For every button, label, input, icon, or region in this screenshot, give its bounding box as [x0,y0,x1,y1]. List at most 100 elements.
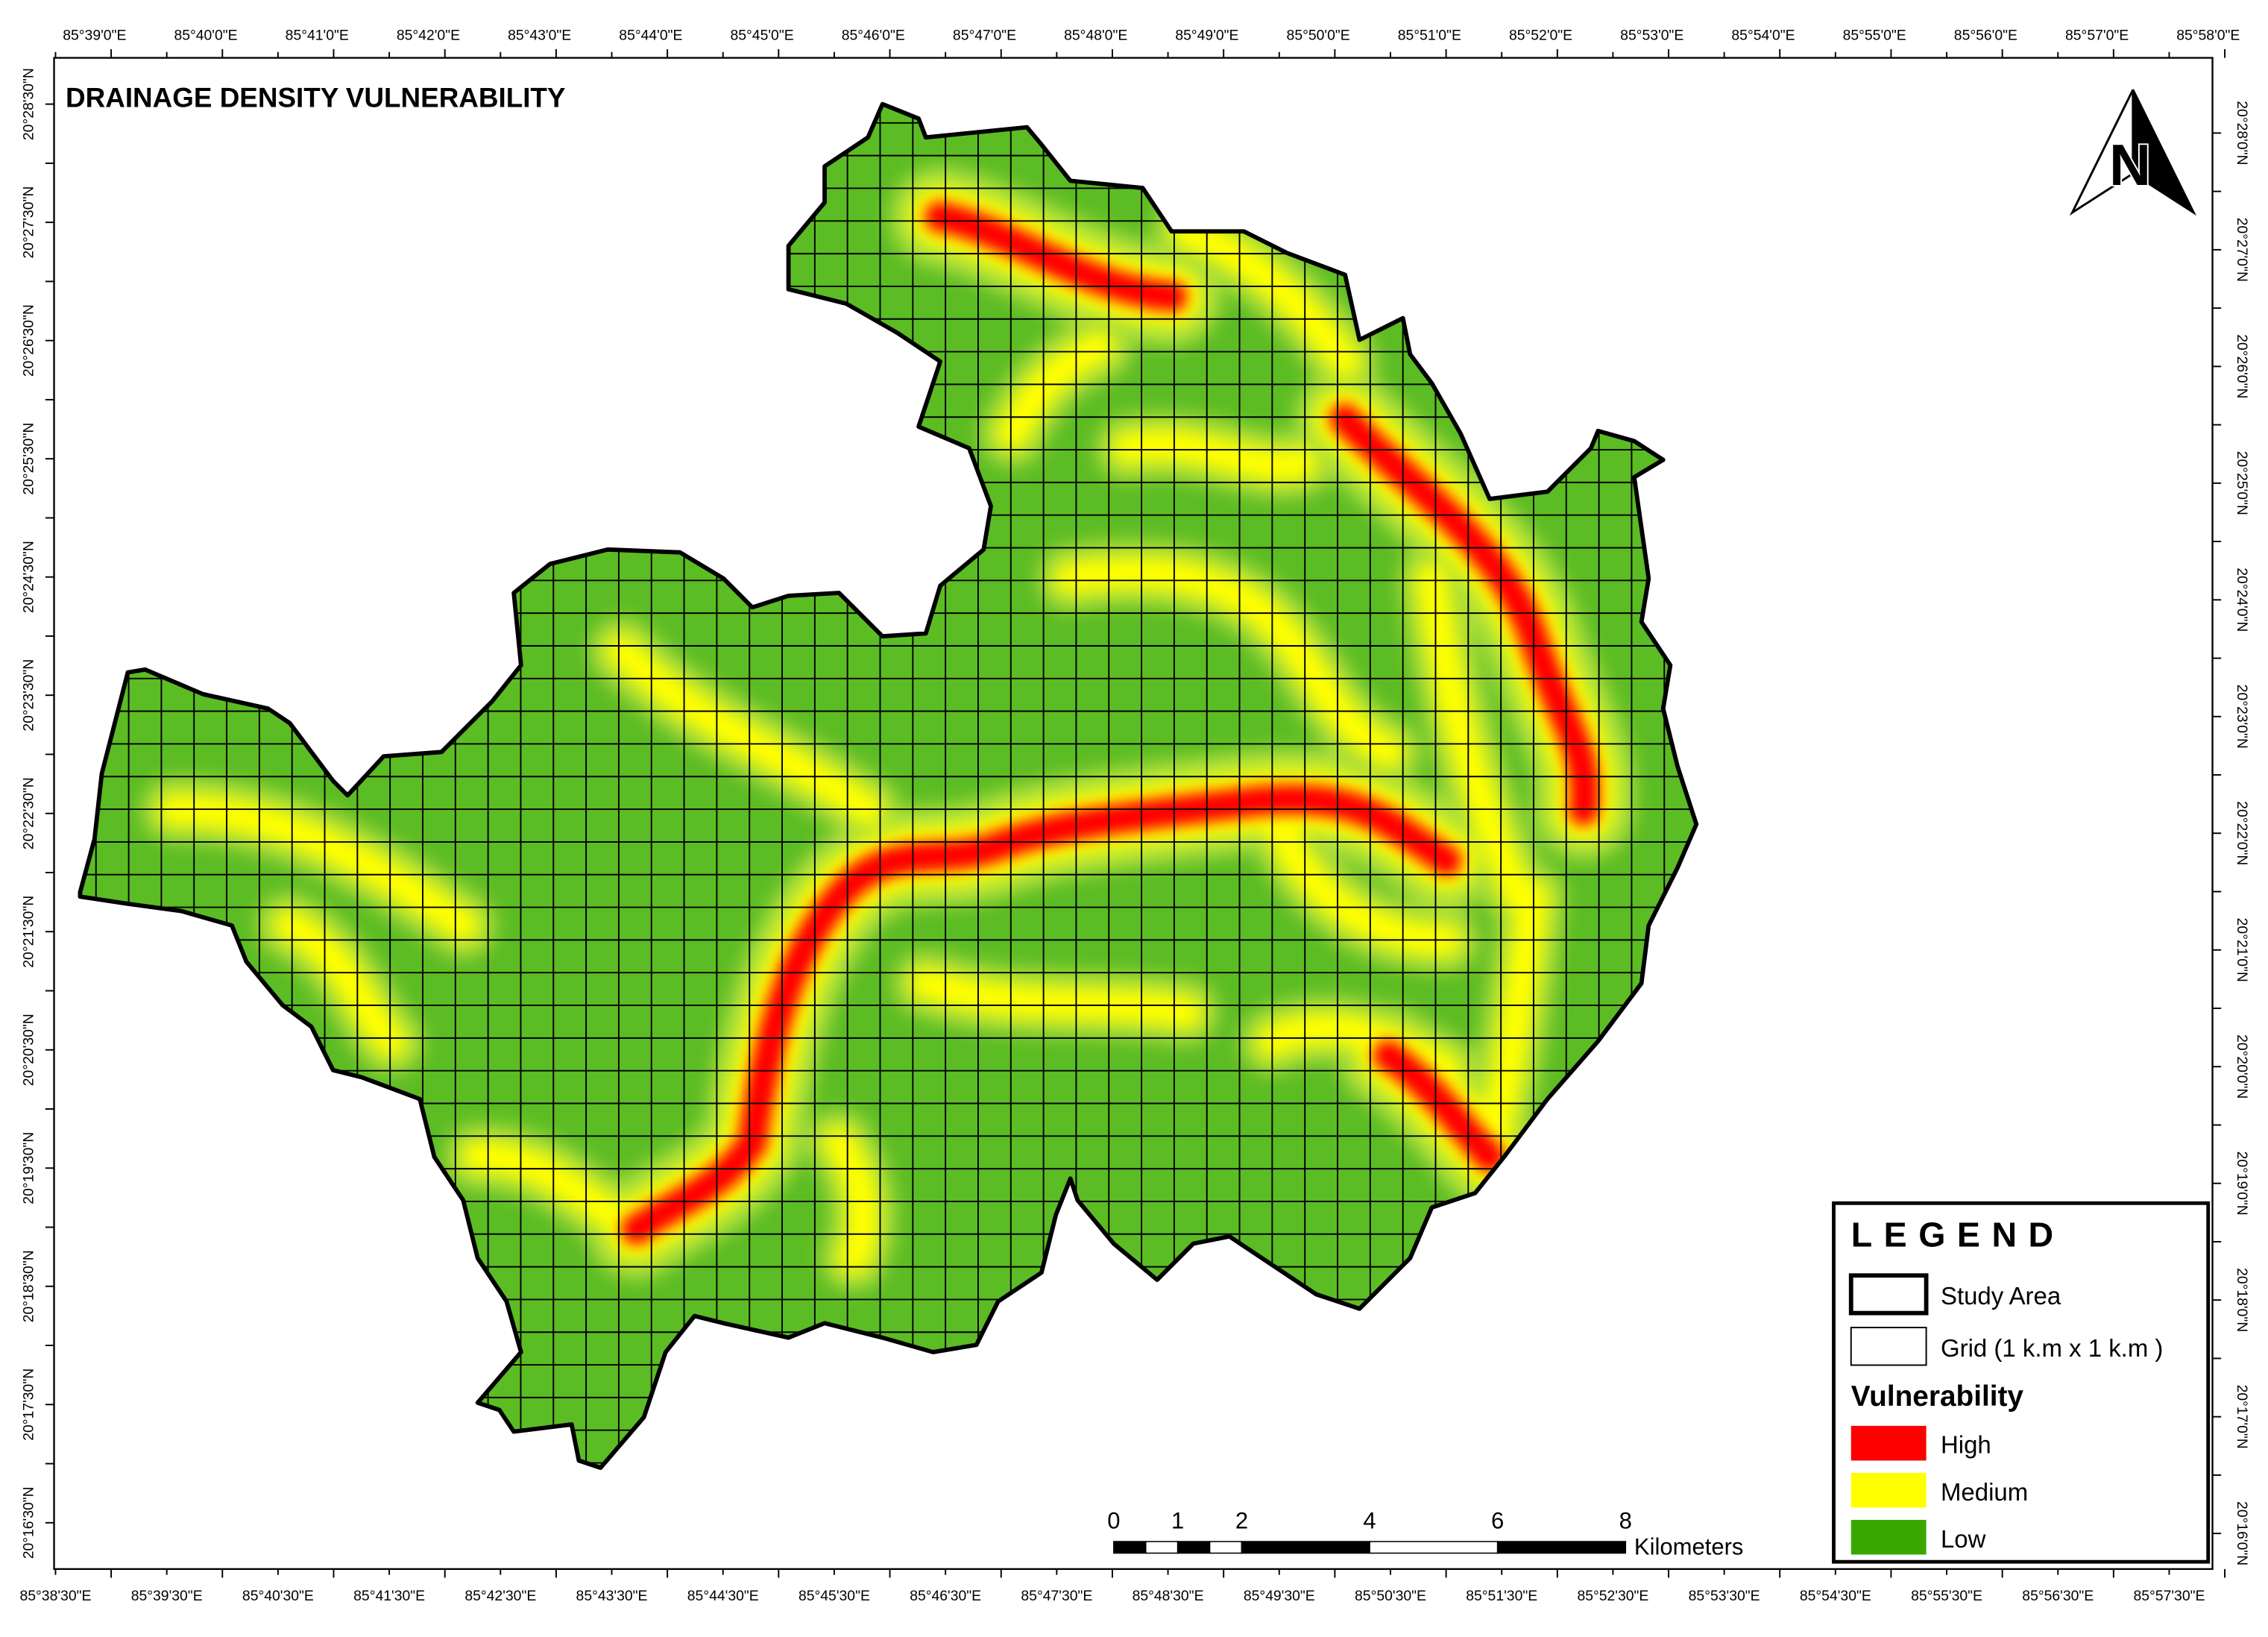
top-coord-label: 85°57'0"E [2065,28,2129,44]
bottom-coord-label: 85°50'30"E [1355,1588,1426,1604]
bottom-coord-label: 85°47'30"E [1021,1588,1092,1604]
right-coord-label: 20°20'0"N [2234,1034,2250,1099]
scale-segment [1209,1541,1243,1554]
scale-label: 0 [1107,1508,1120,1534]
bottom-coord-label: 85°54'30"E [1800,1588,1871,1604]
bottom-coord-label: 85°46'30"E [910,1588,981,1604]
legend-item: Study Area [1941,1282,2061,1310]
top-coord-label: 85°49'0"E [1175,28,1238,44]
bottom-coord-label: 85°57'30"E [2134,1588,2205,1604]
top-coord-label: 85°46'0"E [842,28,905,44]
scale-label: 2 [1235,1508,1248,1534]
bottom-coord-label: 85°52'30"E [1577,1588,1648,1604]
left-coord-label: 20°23'30"N [21,659,37,732]
top-coord-label: 85°58'0"E [2176,28,2240,44]
legend-subtitle: Vulnerability [1851,1380,2024,1413]
scale-label: 1 [1171,1508,1184,1534]
top-coord-label: 85°45'0"E [731,28,794,44]
scale-label: 8 [1619,1508,1632,1534]
north-label: N [2109,133,2151,198]
bottom-coord-label: 85°48'30"E [1133,1588,1204,1604]
left-coord-label: 20°24'30"N [21,541,37,613]
north-arrow: N [2069,89,2196,216]
left-coord-label: 20°28'30"N [21,68,37,140]
left-coord-label: 20°27'30"N [21,186,37,259]
right-coord-label: 20°19'0"N [2234,1151,2250,1216]
left-coord-label: 20°17'30"N [21,1369,37,1441]
legend-item: Grid (1 k.m x 1 k.m ) [1941,1334,2163,1362]
frame-ticks [45,48,2226,1578]
legend-swatch [1850,1472,1927,1508]
legend-class-label: Medium [1941,1478,2028,1506]
scale-unit: Kilometers [1634,1533,1744,1559]
legend-class-label: High [1941,1431,1991,1459]
right-coord-label: 20°16'0"N [2234,1501,2250,1565]
top-coord-label: 85°44'0"E [619,28,682,44]
bottom-coord-label: 85°45'30"E [798,1588,870,1604]
top-coord-label: 85°52'0"E [1509,28,1572,44]
right-coord-label: 20°27'0"N [2234,218,2250,282]
left-coord-label: 20°20'30"N [21,1014,37,1086]
right-coord-label: 20°18'0"N [2234,1268,2250,1332]
top-coord-label: 85°55'0"E [1843,28,1906,44]
scale-segment [1241,1541,1370,1554]
legend-class-label: Low [1941,1525,1986,1553]
bottom-coord-label: 85°56'30"E [2022,1588,2094,1604]
scale-segment [1176,1541,1211,1554]
bottom-coord-label: 85°44'30"E [687,1588,759,1604]
left-coord-label: 20°26'30"N [21,304,37,377]
right-coord-label: 20°25'0"N [2234,451,2250,515]
right-coord-label: 20°17'0"N [2234,1385,2250,1449]
bottom-coord-label: 85°49'30"E [1244,1588,1315,1604]
top-coord-label: 85°50'0"E [1287,28,1350,44]
top-coord-label: 85°42'0"E [397,28,460,44]
top-coord-label: 85°40'0"E [174,28,237,44]
bottom-coord-label: 85°51'30"E [1466,1588,1537,1604]
left-coord-label: 20°25'30"N [21,423,37,495]
coordinate-labels: 85°39'0"E 85°40'0"E 85°41'0"E 85°42'0"E 85°4… [20,28,2251,1604]
right-coord-label: 20°26'0"N [2234,334,2250,398]
legend-swatch [1850,1425,1927,1461]
legend-classes: High Medium Low [1850,1425,2028,1555]
right-coord-label: 20°24'0"N [2234,568,2250,632]
scale-segment [1144,1541,1179,1554]
left-coord-label: 20°16'30"N [21,1486,37,1559]
legend-grid-swatch [1850,1327,1927,1366]
right-coord-label: 20°22'0"N [2234,801,2250,865]
scale-segment [1369,1541,1499,1554]
left-coord-label: 20°19'30"N [21,1132,37,1204]
scale-label: 6 [1491,1508,1504,1534]
bottom-coord-label: 85°43'30"E [576,1588,648,1604]
map-title: DRAINAGE DENSITY VULNERABILITY [66,82,565,113]
vulnerability-raster [80,104,1697,1468]
bottom-coord-label: 85°39'30"E [131,1588,203,1604]
right-coord-label: 20°28'0"N [2234,101,2250,165]
right-coord-label: 20°23'0"N [2234,685,2250,749]
bottom-coord-label: 85°40'30"E [242,1588,314,1604]
scale-label: 4 [1363,1508,1376,1534]
legend-swatch [1850,1519,1927,1555]
bottom-coord-label: 85°38'30"E [20,1588,92,1604]
top-coord-label: 85°43'0"E [508,28,571,44]
scale-segment [1496,1541,1627,1554]
bottom-coord-label: 85°42'30"E [464,1588,536,1604]
scale-segment [1113,1541,1147,1554]
top-coord-label: 85°51'0"E [1398,28,1461,44]
legend-title: LEGEND [1851,1215,2065,1254]
top-coord-label: 85°47'0"E [953,28,1016,44]
left-coord-label: 20°22'30"N [21,777,37,849]
top-coord-label: 85°56'0"E [1954,28,2017,44]
top-coord-label: 85°54'0"E [1731,28,1795,44]
scale-bar: 0 1 2 4 6 8 [1107,1508,1632,1554]
bottom-coord-label: 85°55'30"E [1911,1588,1982,1604]
left-coord-label: 20°18'30"N [21,1250,37,1322]
legend-study-area-swatch [1848,1273,1929,1316]
bottom-coord-label: 85°41'30"E [353,1588,425,1604]
left-coord-label: 20°21'30"N [21,896,37,968]
top-coord-label: 85°53'0"E [1620,28,1683,44]
top-coord-label: 85°41'0"E [286,28,349,44]
top-coord-label: 85°48'0"E [1064,28,1127,44]
bottom-coord-label: 85°53'30"E [1689,1588,1760,1604]
